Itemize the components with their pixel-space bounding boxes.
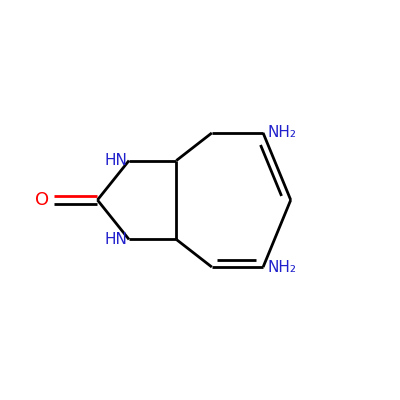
- Text: HN: HN: [104, 232, 127, 247]
- Text: HN: HN: [104, 153, 127, 168]
- Text: O: O: [35, 191, 49, 209]
- Text: NH₂: NH₂: [268, 260, 297, 274]
- Text: NH₂: NH₂: [268, 126, 297, 140]
